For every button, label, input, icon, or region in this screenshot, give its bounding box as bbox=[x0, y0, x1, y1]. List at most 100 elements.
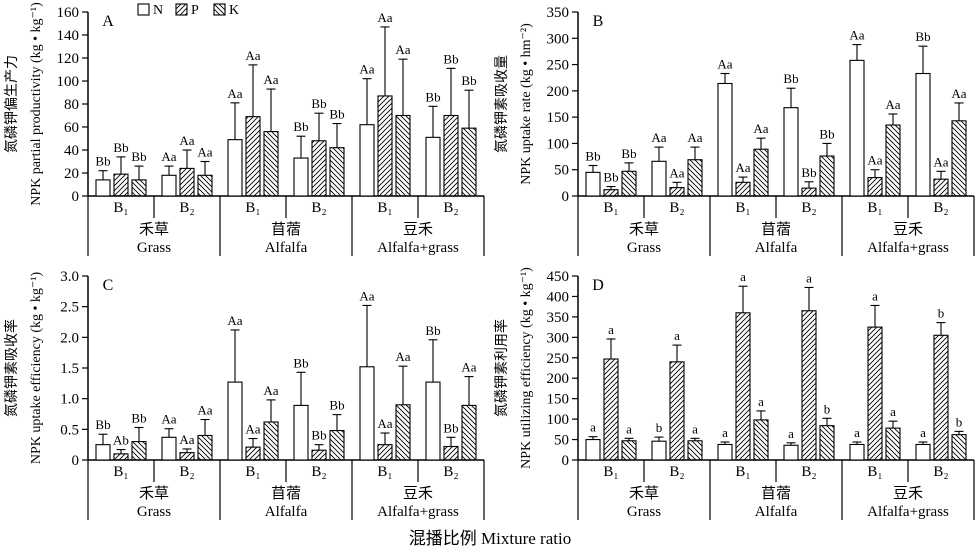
sig-label: Bb bbox=[443, 420, 458, 435]
bar-k bbox=[197, 434, 213, 461]
y-tick-label: 80 bbox=[64, 97, 79, 113]
sig-label: a bbox=[920, 425, 926, 440]
bar-n bbox=[651, 440, 667, 461]
sig-label: Bb bbox=[131, 149, 146, 164]
sig-label: Bb bbox=[95, 154, 110, 169]
bar-k bbox=[753, 419, 769, 461]
bar-k bbox=[885, 427, 901, 461]
y-tick-label: 0 bbox=[72, 453, 80, 469]
y-tick-label: 350 bbox=[547, 310, 570, 326]
sig-label: Aa bbox=[735, 160, 750, 175]
panel-letter: D bbox=[592, 277, 604, 294]
sig-label: Bb bbox=[461, 73, 476, 88]
bar-p bbox=[801, 187, 817, 197]
y-axis-label-cn: 氮磷钾偏生产力 bbox=[4, 55, 20, 153]
sig-label: Aa bbox=[161, 412, 176, 427]
bar-k bbox=[621, 170, 637, 197]
y-tick-label: 1.5 bbox=[60, 361, 79, 377]
sig-label: a bbox=[608, 322, 614, 337]
bar-k bbox=[395, 404, 411, 461]
sig-label: Bb bbox=[425, 89, 440, 104]
bar-n bbox=[915, 72, 931, 197]
sig-label: Aa bbox=[395, 42, 410, 57]
subgroup-label: B₂ bbox=[443, 464, 458, 480]
y-tick-label: 3.0 bbox=[60, 269, 79, 285]
bar-n bbox=[585, 439, 601, 461]
y-axis-label-cn: 氮磷钾素吸收量 bbox=[494, 55, 510, 153]
bar-k bbox=[131, 179, 147, 197]
sig-label: Aa bbox=[867, 153, 882, 168]
subgroup-label: B₂ bbox=[801, 200, 816, 216]
bar-p bbox=[113, 173, 129, 197]
y-tick-label: 350 bbox=[547, 5, 570, 21]
y-axis-label-en: NPK partial productivity (kg • kg⁻¹) bbox=[29, 2, 44, 206]
subgroup-label: B₂ bbox=[179, 464, 194, 480]
sig-label: Aa bbox=[359, 288, 374, 303]
y-tick-label: 200 bbox=[547, 371, 570, 387]
bar-k bbox=[753, 148, 769, 197]
sig-label: Aa bbox=[687, 130, 702, 145]
bar-n bbox=[425, 381, 441, 461]
bar-p bbox=[245, 446, 261, 461]
bar-n bbox=[717, 443, 733, 461]
group-label-cn: 豆禾 bbox=[893, 221, 923, 238]
sig-label: a bbox=[806, 270, 812, 285]
bar-n bbox=[293, 404, 309, 461]
sig-label: Bb bbox=[915, 29, 930, 44]
y-tick-label: 250 bbox=[547, 58, 570, 74]
subgroup-label: B₂ bbox=[933, 464, 948, 480]
bar-k bbox=[131, 441, 147, 461]
y-tick-label: 140 bbox=[57, 28, 80, 44]
y-tick-label: 2.5 bbox=[60, 300, 79, 316]
bar-p bbox=[311, 140, 327, 197]
bar-k bbox=[885, 124, 901, 197]
legend-label: P bbox=[191, 3, 199, 18]
sig-label: Aa bbox=[377, 416, 392, 431]
y-tick-label: 0.5 bbox=[60, 422, 79, 438]
sig-label: Aa bbox=[245, 48, 260, 63]
sig-label: Bb bbox=[621, 146, 636, 161]
bar-k bbox=[951, 120, 967, 197]
bar-p bbox=[443, 114, 459, 197]
subgroup-label: B₂ bbox=[179, 200, 194, 216]
sig-label: a bbox=[722, 425, 728, 440]
sig-label: Aa bbox=[461, 360, 476, 375]
bar-k bbox=[819, 155, 835, 197]
group-label-cn: 禾草 bbox=[139, 485, 169, 502]
sig-label: Ab bbox=[113, 433, 129, 448]
panel-letter: C bbox=[103, 277, 114, 294]
sig-label: Aa bbox=[161, 149, 176, 164]
y-tick-label: 50 bbox=[554, 163, 569, 179]
sig-label: Aa bbox=[263, 383, 278, 398]
panel-a-chart: 0 20 40 60 80 100 120 140 160 氮磷钾偏生产力 NPK partial … bbox=[4, 2, 485, 256]
bar-k bbox=[395, 114, 411, 197]
sig-label: Bb bbox=[443, 51, 458, 66]
sig-label: Aa bbox=[651, 130, 666, 145]
y-tick-label: 120 bbox=[57, 51, 80, 67]
sig-label: Bb bbox=[95, 417, 110, 432]
sig-label: a bbox=[674, 328, 680, 343]
bar-k bbox=[329, 147, 345, 197]
bar-p bbox=[443, 445, 459, 461]
bar-k bbox=[461, 404, 477, 461]
group-label-en: Alfalfa bbox=[265, 240, 308, 256]
subgroup-label: B₂ bbox=[933, 200, 948, 216]
panel-b-chart: 0 50 100 150 200 250 300 350 氮磷钾素吸收量 NPK uptake r… bbox=[494, 5, 975, 256]
group-label-en: Alfalfa+grass bbox=[867, 240, 949, 256]
sig-label: Bb bbox=[311, 96, 326, 111]
legend-swatch bbox=[175, 3, 188, 16]
bar-n bbox=[359, 124, 375, 197]
sig-label: b bbox=[938, 306, 945, 321]
sig-label: Aa bbox=[669, 165, 684, 180]
bar-p bbox=[603, 358, 619, 461]
group-label-cn: 豆禾 bbox=[893, 485, 923, 502]
y-tick-label: 0 bbox=[562, 453, 570, 469]
bar-n bbox=[585, 171, 601, 197]
bar-n bbox=[783, 444, 799, 461]
sig-label: Bb bbox=[329, 398, 344, 413]
sig-label: a bbox=[692, 421, 698, 436]
sig-label: a bbox=[872, 288, 878, 303]
sig-label: Bb bbox=[329, 107, 344, 122]
sig-label: Bb bbox=[293, 355, 308, 370]
